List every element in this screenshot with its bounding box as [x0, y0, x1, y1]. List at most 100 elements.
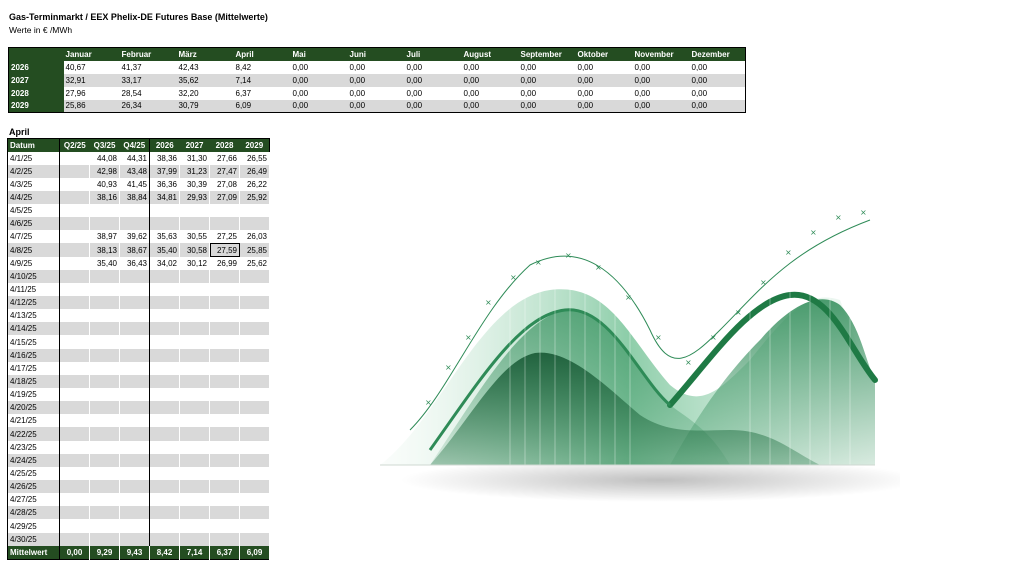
date-cell: 4/22/25: [7, 427, 60, 441]
svg-text:×: ×: [655, 333, 662, 342]
table-cell: [59, 282, 90, 297]
table-cell: 0,00: [349, 62, 366, 72]
table-cell: 30,79: [176, 99, 234, 113]
table-row: 4/15/25: [7, 335, 270, 349]
table-cell: [59, 361, 90, 375]
table-cell: 40,67: [65, 62, 86, 72]
table-cell: 0,00: [520, 88, 537, 98]
svg-text:×: ×: [465, 333, 472, 342]
year-label: 2028: [8, 86, 64, 100]
table-cell: [179, 532, 210, 546]
table-cell: [59, 230, 90, 244]
date-cell: 4/26/25: [7, 480, 60, 494]
month-header: Juli: [404, 47, 462, 61]
table-cell: [59, 164, 90, 178]
table-cell: 0,00: [575, 73, 633, 87]
table-cell: [59, 256, 90, 270]
table-cell: [239, 374, 270, 389]
month-header: August: [461, 47, 519, 61]
table-cell: 42,98: [89, 164, 120, 178]
table-cell: 44,31: [119, 151, 150, 165]
table-cell: 26,03: [239, 230, 270, 244]
table-cell: [179, 269, 210, 283]
table-cell: 26,22: [239, 177, 270, 191]
table-cell: [89, 493, 120, 507]
table-cell: [119, 466, 150, 481]
table-cell: [119, 401, 150, 415]
svg-text:×: ×: [445, 363, 452, 372]
table-cell: [149, 453, 180, 467]
page-title: Gas-Terminmarkt / EEX Phelix-DE Futures …: [9, 12, 268, 22]
unit-subtitle: Werte in € /MWh: [9, 25, 73, 35]
mittelwert-row: Mittelwert 0,00 9,29 9,43 8,42 7,14 6,37…: [7, 545, 270, 560]
date-cell: 4/6/25: [7, 217, 60, 231]
table-cell: [89, 296, 120, 310]
table-cell: [89, 466, 120, 481]
table-cell: 0,00: [292, 88, 309, 98]
table-cell: 27,47: [209, 164, 240, 178]
table-cell: 40,93: [89, 177, 120, 191]
table-cell: [179, 427, 210, 441]
date-cell: 4/10/25: [7, 269, 60, 283]
table-cell: [239, 296, 270, 310]
table-cell: 42,43: [178, 62, 199, 72]
table-cell: 34,02: [149, 256, 180, 270]
date-cell: 4/24/25: [7, 453, 60, 467]
table-cell: [59, 374, 90, 389]
table-cell: [59, 440, 90, 454]
table-cell: 0,00: [691, 88, 708, 98]
decorative-wave-illustration: × × × × × × × × × × × × × × × × × ×: [380, 208, 900, 502]
date-cell: 4/30/25: [7, 532, 60, 546]
front-hump: [430, 352, 820, 465]
table-cell: 27,08: [209, 177, 240, 191]
date-cell: 4/21/25: [7, 414, 60, 428]
table-cell: 41,37: [121, 62, 142, 72]
table-cell: 36,43: [119, 256, 150, 270]
table-cell: [149, 348, 180, 362]
table-cell: [209, 388, 240, 402]
year-label: 2027: [8, 73, 64, 87]
table-cell: [119, 414, 150, 428]
trend-markers: × × × × × × × × × × × × × × × × × ×: [425, 208, 867, 407]
table-cell: [59, 348, 90, 362]
table-cell: 41,45: [119, 177, 150, 191]
date-cell: 4/11/25: [7, 282, 60, 297]
table-cell: [149, 322, 180, 336]
date-cell: 4/17/25: [7, 361, 60, 375]
footer-cell: 9,29: [89, 545, 120, 560]
table-cell: [59, 309, 90, 323]
table-row: 4/4/25 38,16 38,84 34,81 29,93 27,09 25,92: [7, 190, 270, 205]
table-cell: 43,48: [119, 164, 150, 178]
table-cell: [59, 506, 90, 520]
table-row: 4/13/25: [7, 309, 270, 323]
table-cell: [149, 506, 180, 520]
table-cell: 25,85: [239, 243, 270, 257]
table-cell: [149, 414, 180, 428]
svg-text:×: ×: [535, 258, 542, 267]
table-cell: 0,00: [347, 73, 405, 87]
table-cell: 28,54: [121, 88, 142, 98]
table-cell: [239, 401, 270, 415]
table-cell: 35,40: [89, 256, 120, 270]
table-cell: 38,84: [119, 190, 150, 205]
table-cell: 35,62: [176, 73, 234, 87]
table-cell: [239, 466, 270, 481]
table-row: 2028 27,96 28,54 32,20 6,37 0,00 0,00 0,…: [8, 86, 746, 100]
table-cell: [209, 532, 240, 546]
table-cell: [209, 269, 240, 283]
table-cell: 25,62: [239, 256, 270, 270]
table-cell: 25,86: [63, 99, 120, 113]
table-cell: [149, 493, 180, 507]
date-cell: 4/5/25: [7, 204, 60, 218]
date-cell: 4/29/25: [7, 519, 60, 533]
table-cell: 0,00: [634, 88, 651, 98]
table-cell: 26,55: [239, 151, 270, 165]
svg-text:×: ×: [785, 248, 792, 257]
table-cell: [149, 296, 180, 310]
svg-text:×: ×: [510, 273, 517, 282]
table-cell: [149, 374, 180, 389]
table-row: 4/11/25: [7, 282, 270, 297]
table-row: 4/12/25: [7, 296, 270, 310]
table-cell: [119, 348, 150, 362]
table-cell: [179, 440, 210, 454]
